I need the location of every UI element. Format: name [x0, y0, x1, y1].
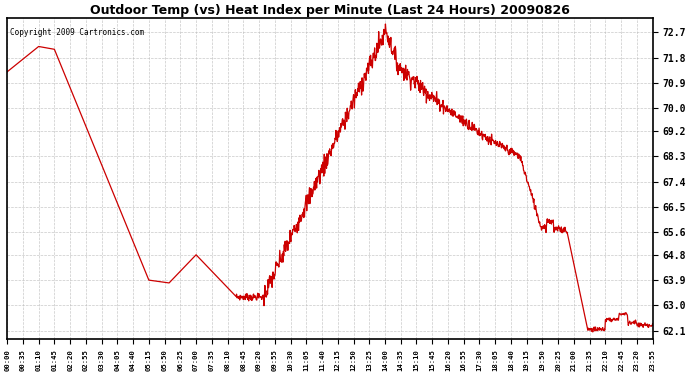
Title: Outdoor Temp (vs) Heat Index per Minute (Last 24 Hours) 20090826: Outdoor Temp (vs) Heat Index per Minute … — [90, 4, 570, 17]
Text: Copyright 2009 Cartronics.com: Copyright 2009 Cartronics.com — [10, 28, 144, 37]
